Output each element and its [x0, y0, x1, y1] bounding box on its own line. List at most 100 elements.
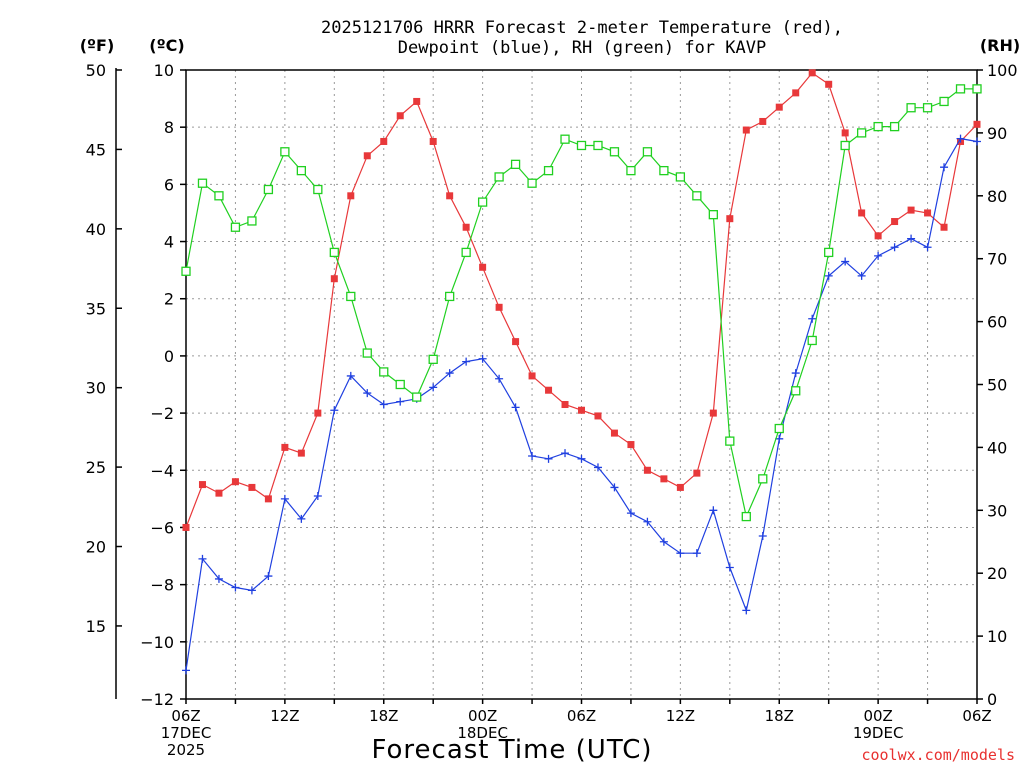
fahrenheit-tick-label: 45	[86, 140, 106, 159]
data-point	[725, 563, 734, 572]
data-point	[890, 243, 899, 252]
rh-tick-label: 100	[987, 61, 1018, 80]
data-point	[396, 112, 404, 120]
data-point	[594, 412, 602, 420]
data-point	[891, 218, 899, 226]
x-tick-label: 2025	[167, 741, 205, 759]
data-point	[379, 400, 388, 409]
celsius-tick-label: −12	[140, 690, 174, 709]
data-point	[791, 369, 800, 378]
celsius-tick-label: 10	[154, 61, 174, 80]
tick-labels: 1086420−2−4−6−8−10−125045403530252015100…	[86, 61, 1018, 759]
x-tick-label: 18DEC	[457, 724, 508, 742]
data-point	[264, 572, 273, 581]
x-axis-label: Forecast Time (UTC)	[371, 735, 652, 765]
data-point	[231, 478, 239, 486]
rh-tick-label: 40	[987, 438, 1007, 457]
data-point	[248, 483, 256, 491]
data-point	[840, 140, 850, 151]
data-point	[545, 386, 553, 394]
data-point	[824, 247, 834, 258]
data-point	[346, 291, 356, 302]
data-point	[709, 506, 718, 515]
data-point	[297, 449, 305, 457]
chart-title-line-1: 2025121706 HRRR Forecast 2-meter Tempera…	[321, 18, 843, 38]
data-point	[675, 172, 686, 182]
data-point	[247, 216, 257, 226]
data-point	[841, 129, 849, 137]
data-point	[808, 69, 816, 77]
data-point	[396, 397, 405, 406]
fahrenheit-tick-label: 50	[86, 61, 106, 80]
data-point	[296, 165, 307, 176]
data-point	[561, 401, 569, 409]
data-point	[478, 354, 487, 363]
data-point	[907, 206, 915, 214]
data-point	[181, 266, 191, 276]
fahrenheit-tick-label: 15	[86, 617, 106, 636]
data-point	[462, 357, 471, 366]
data-point	[445, 369, 454, 378]
data-point	[824, 271, 833, 280]
data-point	[708, 210, 718, 220]
data-point	[510, 159, 521, 170]
data-point	[627, 441, 635, 449]
data-point	[792, 89, 800, 97]
celsius-tick-label: 8	[164, 118, 174, 137]
data-point	[281, 443, 289, 451]
data-point	[922, 103, 933, 113]
data-point	[280, 147, 290, 157]
data-point	[609, 147, 620, 157]
rh-tick-label: 10	[987, 627, 1007, 646]
data-point	[346, 371, 355, 380]
data-point	[643, 517, 652, 526]
rh-tick-label: 0	[987, 690, 997, 709]
data-point	[725, 436, 735, 446]
data-point	[560, 134, 570, 144]
data-point	[214, 191, 224, 201]
data-point	[379, 367, 389, 377]
celsius-tick-label: −10	[140, 633, 174, 652]
data-point	[280, 494, 289, 503]
data-point	[659, 165, 669, 176]
rh-tick-label: 30	[987, 501, 1007, 520]
celsius-tick-label: 4	[164, 233, 174, 252]
data-point	[215, 489, 223, 497]
data-point	[429, 383, 438, 392]
data-point	[973, 137, 981, 146]
data-point	[642, 147, 653, 157]
data-point	[973, 120, 981, 128]
x-tick-label: 12Z	[666, 707, 695, 725]
fahrenheit-tick-label: 40	[86, 220, 106, 239]
data-point	[873, 121, 883, 132]
fahrenheit-tick-label: 25	[86, 458, 106, 477]
data-point	[330, 406, 339, 415]
celsius-tick-label: 0	[164, 347, 174, 366]
data-point	[692, 549, 701, 558]
data-point	[907, 234, 916, 243]
data-point	[528, 451, 537, 460]
x-tick-label: 06Z	[962, 707, 991, 725]
chart-title-line-2: Dewpoint (blue), RH (green) for KAVP	[398, 38, 766, 58]
data-point	[858, 209, 866, 217]
data-point	[511, 403, 520, 412]
data-point	[395, 379, 405, 390]
data-point	[462, 223, 470, 231]
data-point	[576, 140, 587, 151]
data-point	[593, 140, 603, 151]
x-tick-label: 18Z	[765, 707, 794, 725]
data-point	[874, 251, 883, 260]
data-point	[264, 495, 272, 503]
grid-lines	[186, 70, 977, 699]
data-point	[940, 163, 949, 172]
data-point	[939, 96, 949, 107]
data-point	[527, 178, 537, 188]
data-point	[297, 514, 306, 523]
data-point	[198, 481, 206, 489]
data-point	[528, 372, 536, 380]
rh-tick-label: 50	[987, 376, 1007, 395]
fahrenheit-tick-label: 30	[86, 379, 106, 398]
data-point	[544, 454, 553, 463]
data-point	[347, 192, 355, 200]
data-point	[231, 583, 240, 592]
